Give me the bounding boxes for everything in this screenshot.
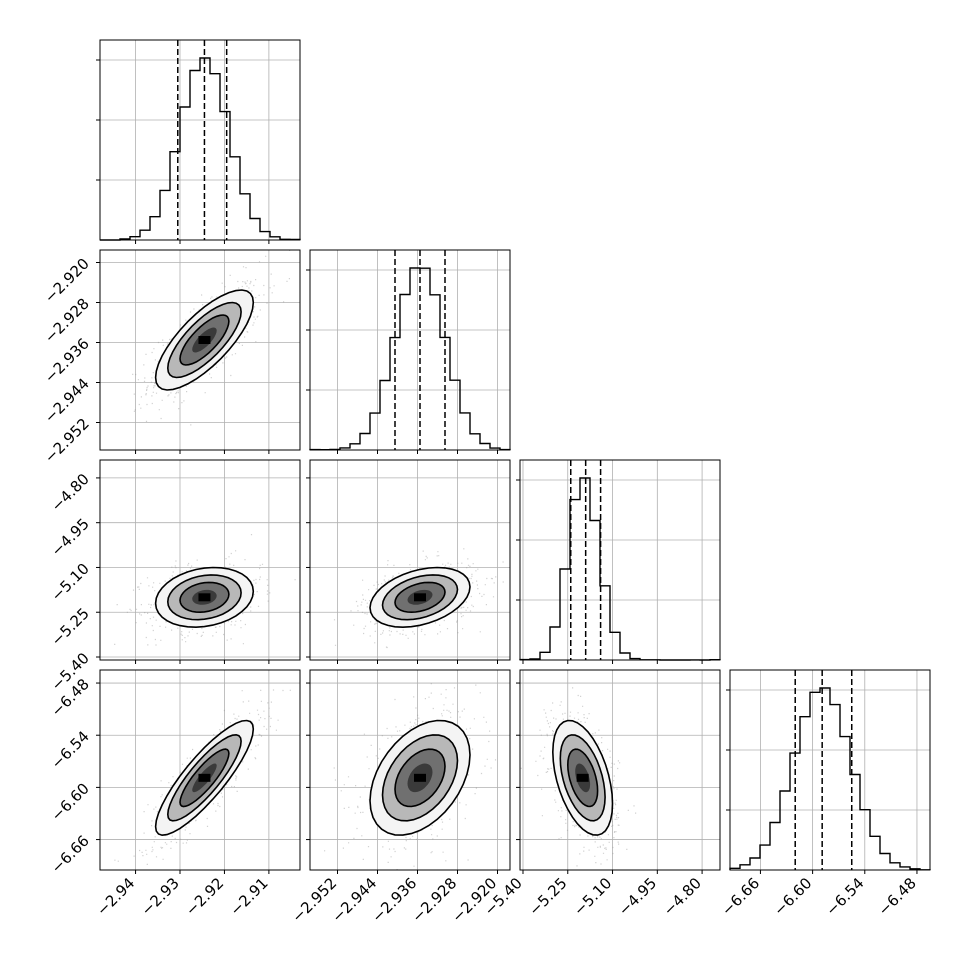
y-tick-label: −5.10 (48, 560, 93, 605)
corner-panels (96, 39, 931, 874)
histogram-bars (729, 687, 931, 871)
x-tick-label: −4.95 (615, 874, 660, 919)
panel-frame (309, 249, 511, 451)
y-tick-label: −4.95 (48, 515, 93, 560)
density-peak (198, 593, 211, 602)
panel-frame (99, 459, 301, 661)
scatter-panel-2-0 (96, 459, 301, 664)
x-tick-label: −6.60 (770, 874, 815, 919)
scatter-points (333, 548, 504, 649)
y-tick-label: −4.80 (48, 470, 93, 515)
panel-frame (729, 669, 931, 871)
x-tick-label: −5.25 (525, 874, 570, 919)
y-tick-label: −6.60 (48, 779, 93, 824)
scatter-panel-3-1 (306, 669, 511, 874)
histogram-panel-3 (726, 669, 931, 874)
x-tick-label: −5.10 (570, 874, 615, 919)
x-tick-label: −2.92 (182, 874, 227, 919)
histogram-bars (309, 267, 511, 451)
scatter-panel-3-2 (516, 669, 721, 874)
panel-frame (99, 249, 301, 451)
panel-frame (309, 669, 511, 871)
scatter-panel-3-0 (96, 669, 301, 874)
y-tick-label: −5.25 (48, 604, 93, 649)
panel-background (520, 670, 720, 870)
panel-background (100, 460, 300, 660)
x-tick-label: −6.48 (875, 874, 920, 919)
histogram-panel-1 (306, 249, 511, 454)
x-tick-label: −2.93 (138, 874, 183, 919)
histogram-panel-2 (516, 459, 721, 664)
panel-frame (519, 459, 721, 661)
x-tick-label: −6.66 (718, 874, 763, 919)
y-tick-label: −2.920 (41, 255, 93, 307)
x-tick-label: −6.54 (822, 874, 867, 919)
panel-frame (309, 459, 511, 661)
panel-frame (99, 39, 301, 241)
x-tick-label: −2.91 (226, 874, 271, 919)
y-tick-label: −6.54 (48, 727, 93, 772)
density-peak (198, 773, 211, 782)
x-tick-label: −4.80 (660, 874, 705, 919)
panel-frame (99, 669, 301, 871)
density-peak (576, 773, 589, 782)
density-peak (198, 336, 211, 344)
density-peak (414, 773, 426, 782)
scatter-panel-2-1 (306, 459, 511, 664)
panel-background (310, 460, 510, 660)
panel-background (100, 40, 300, 240)
y-tick-label: −6.66 (48, 832, 93, 877)
scatter-panel-1-0 (96, 249, 301, 454)
panel-frame (519, 669, 721, 871)
histogram-panel-0 (96, 39, 301, 244)
density-peak (414, 593, 426, 602)
x-tick-label: −2.94 (93, 874, 138, 919)
